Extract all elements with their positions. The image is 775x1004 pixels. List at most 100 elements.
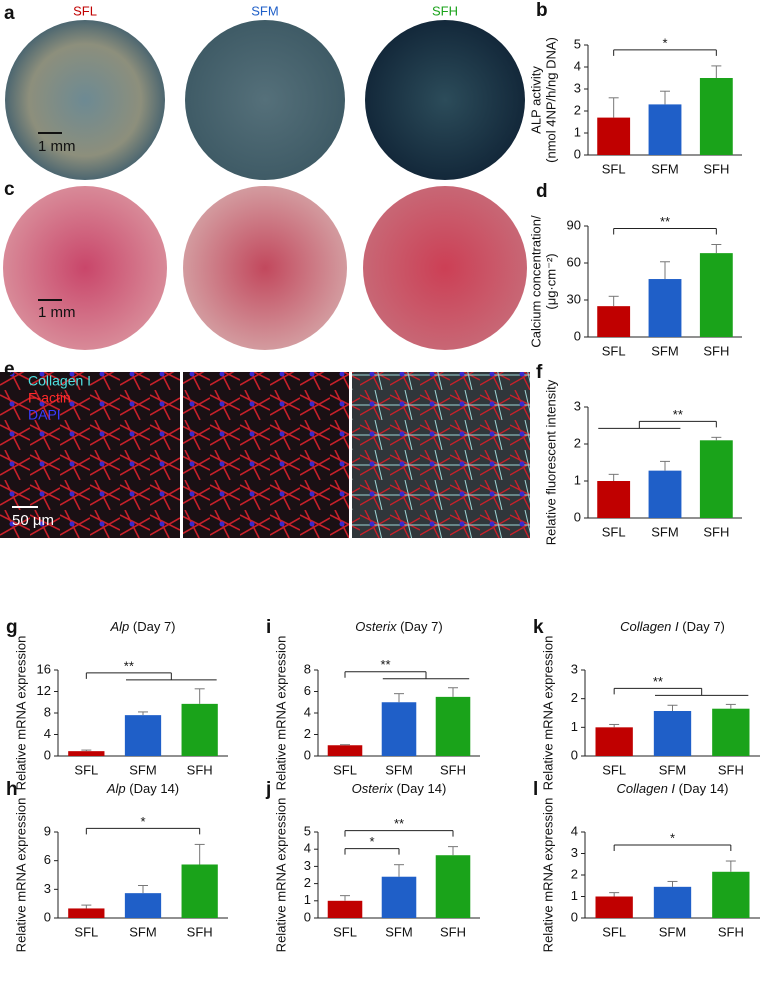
y-tick-label: 2 — [574, 102, 581, 117]
y-tick-label: 1 — [571, 888, 578, 903]
significance-label: * — [662, 35, 667, 50]
significance-bracket — [85, 672, 217, 681]
significance-label: ** — [673, 407, 683, 422]
y-tick-label: 0 — [571, 747, 578, 762]
chart-panel: b 0 1 2 3 4 5 ALP activity (nmol 4NP/h/ng DNA) SF… — [528, 0, 742, 176]
well-image — [3, 186, 167, 350]
x-tick-label: SFM — [651, 343, 678, 358]
significance-label: ** — [660, 214, 670, 229]
bar — [597, 306, 631, 337]
y-tick-label: 2 — [304, 875, 311, 890]
x-tick-label: SFH — [718, 924, 744, 939]
x-tick-label: SFM — [129, 762, 156, 777]
y-axis-label: Relative mRNA expression — [273, 636, 288, 791]
well-image — [183, 186, 347, 350]
x-tick-label: SFL — [602, 762, 626, 777]
bar — [327, 745, 363, 756]
title-gene: Alp — [106, 781, 126, 796]
title-day: (Day 7) — [400, 619, 443, 634]
significance-label: ** — [124, 658, 134, 673]
title-gene: Osterix — [352, 781, 394, 796]
chart-panel: g Alp (Day 7) 0 4 8 12 16 Relative mRNA express… — [6, 617, 228, 790]
bar — [699, 78, 733, 155]
stain-label: Collagen I — [28, 373, 91, 389]
scale-label: 1 mm — [38, 138, 76, 155]
y-tick-label: 2 — [571, 690, 578, 705]
y-axis-label: Relative mRNA expression — [540, 636, 555, 791]
bar — [435, 696, 471, 756]
bar — [595, 727, 633, 756]
scale-label: 50 μm — [12, 512, 54, 529]
panel-a: a SFL SFM SFH 1 mm — [4, 3, 525, 180]
significance-label: ** — [380, 657, 390, 672]
significance-label: * — [369, 834, 374, 849]
y-axis-label: Relative fluorescent intensity — [543, 379, 558, 545]
y-tick-label: 0 — [44, 909, 51, 924]
chart-title: Collagen I (Day 14) — [616, 781, 728, 796]
y-tick-label: 60 — [567, 254, 581, 269]
chart-panel: d 0 30 60 90 Calcium concentration/(μg·cm⁻²) S… — [528, 181, 742, 358]
title-day: (Day 14) — [679, 781, 729, 796]
significance-bracket — [613, 844, 732, 852]
title-gene: Alp — [109, 619, 129, 634]
panel-e: e Collagen I F-actin DAPI 50 μm — [0, 359, 530, 538]
micrograph — [0, 372, 180, 538]
x-tick-label: SFM — [659, 924, 686, 939]
y-tick-label: 1 — [574, 124, 581, 139]
chart-title: Alp (Day 7) — [109, 619, 175, 634]
y-tick-label: 0 — [574, 328, 581, 343]
bar — [597, 481, 631, 518]
panel-letter: d — [536, 181, 548, 202]
y-tick-label: 5 — [304, 823, 311, 838]
chart-panel: j Osterix (Day 14) 0 1 2 3 4 5 Relative mRNA exp… — [265, 779, 480, 952]
bar — [68, 908, 105, 918]
panel-letter: c — [4, 179, 15, 200]
panel-letter: l — [533, 779, 538, 800]
bar — [124, 715, 162, 756]
significance-bracket — [344, 671, 470, 680]
y-tick-label: 8 — [304, 661, 311, 676]
micrograph — [352, 372, 530, 538]
panel-letter: g — [6, 617, 18, 638]
y-tick-label: 2 — [304, 726, 311, 741]
x-tick-label: SFM — [651, 524, 678, 539]
scale-label: 1 mm — [38, 304, 76, 321]
x-tick-label: SFH — [703, 343, 729, 358]
y-tick-label: 5 — [574, 36, 581, 51]
bar — [648, 104, 682, 155]
bar — [124, 893, 162, 918]
y-axis-label: (nmol 4NP/h/ng DNA) — [543, 37, 558, 163]
panel-letter: e — [4, 359, 15, 380]
x-tick-label: SFL — [602, 343, 626, 358]
chart-panel: k Collagen I (Day 7) 0 1 2 3 Relative mRNA exp… — [533, 617, 760, 790]
chart-panel: f 0 1 2 3 Relative fluorescent intensity SFL SF… — [536, 362, 742, 545]
y-tick-label: 0 — [44, 747, 51, 762]
x-tick-label: SFH — [187, 762, 213, 777]
title-gene: Collagen I — [616, 781, 675, 796]
panel-letter: j — [265, 779, 271, 800]
bar — [181, 703, 218, 756]
x-tick-label: SFL — [74, 762, 98, 777]
title-gene: Collagen I — [620, 619, 679, 634]
title-gene: Osterix — [355, 619, 397, 634]
y-tick-label: 2 — [571, 866, 578, 881]
bar — [435, 855, 471, 918]
significance-bracket — [344, 830, 454, 837]
x-tick-label: SFL — [74, 924, 98, 939]
chart-title: Osterix (Day 14) — [352, 781, 447, 796]
y-tick-label: 0 — [304, 909, 311, 924]
x-tick-label: SFM — [385, 924, 412, 939]
chart-panel: h Alp (Day 14) 0 3 6 9 Relative mRNA expressio… — [6, 779, 228, 952]
y-tick-label: 0 — [574, 146, 581, 161]
y-tick-label: 2 — [574, 435, 581, 450]
significance-label: ** — [394, 816, 404, 831]
y-tick-label: 6 — [304, 683, 311, 698]
stain-label: F-actin — [28, 390, 71, 406]
micrograph — [183, 372, 349, 538]
x-tick-label: SFH — [703, 524, 729, 539]
stain-label: DAPI — [28, 407, 61, 423]
y-tick-label: 4 — [574, 58, 581, 73]
panel-letter: f — [536, 362, 543, 383]
y-tick-label: 8 — [44, 704, 51, 719]
bar — [653, 886, 692, 918]
